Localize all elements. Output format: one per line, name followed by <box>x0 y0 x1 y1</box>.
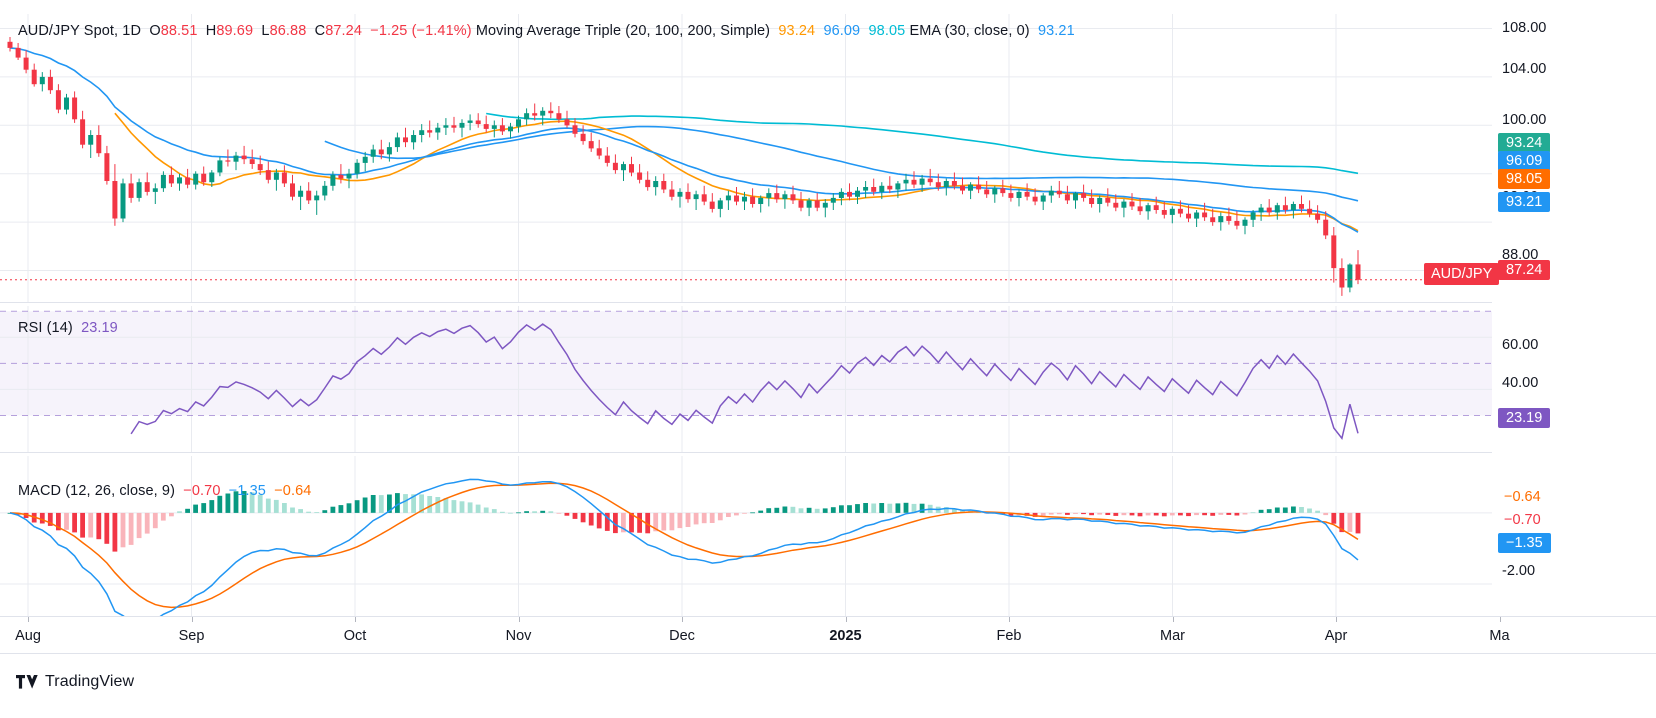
ema30-price-badge: 93.21 <box>1498 192 1551 212</box>
ma-legend-row[interactable]: Moving Average Triple (20, 100, 200, Sim… <box>476 23 910 39</box>
rsi-tick-40: 40.00 <box>1502 375 1539 391</box>
macd-signal-value: −1.35 <box>228 483 266 499</box>
pane-divider-price-rsi <box>0 302 1492 303</box>
price-tick-100: 100.00 <box>1502 112 1547 128</box>
symbol-interval: 1D <box>122 23 142 39</box>
ohlc-o-label: O <box>149 23 161 39</box>
ema-legend-row[interactable]: EMA (30, close, 0) 93.21 <box>909 23 1074 39</box>
time-tick <box>845 617 847 622</box>
ma20-value: 93.24 <box>778 23 816 39</box>
price-change-percent: (−1.41%) <box>411 23 472 39</box>
rsi-chart-canvas <box>0 306 1492 452</box>
time-label-oct: Oct <box>343 628 367 644</box>
ma100-price-badge: 96.09 <box>1498 151 1551 171</box>
ohlc-c-value: 87.24 <box>325 23 363 39</box>
time-label-2025: 2025 <box>829 628 862 644</box>
last-price-badge: 87.24 <box>1498 260 1551 280</box>
rsi-title: RSI (14) <box>18 320 73 336</box>
macd-signal-badge: −1.35 <box>1498 533 1551 553</box>
time-tick <box>1172 617 1174 622</box>
ohlc-l-value: 86.88 <box>269 23 307 39</box>
pane-divider-rsi-macd <box>0 452 1492 453</box>
ma20-price-badge: 98.05 <box>1498 169 1551 189</box>
time-label-dec: Dec <box>669 628 695 644</box>
time-scale[interactable]: Aug Sep Oct Nov Dec 2025 Feb Mar Apr Ma <box>0 616 1656 654</box>
tradingview-label: TradingView <box>45 673 135 690</box>
price-pane[interactable] <box>0 14 1492 302</box>
time-label-nov: Nov <box>505 628 532 644</box>
price-tick-104: 104.00 <box>1502 61 1547 77</box>
ma-title: Moving Average Triple (20, 100, 200, Sim… <box>475 23 771 39</box>
time-tick <box>1336 617 1337 622</box>
price-legend: AUD/JPY Spot, 1D O88.51 H89.69 L86.88 C8… <box>18 22 1075 41</box>
macd-pane[interactable] <box>0 456 1492 616</box>
ohlc-h-label: H <box>205 23 217 39</box>
macd-title: MACD (12, 26, close, 9) <box>18 483 176 499</box>
macd-hist-value: −0.64 <box>274 483 312 499</box>
price-tick-88: 88.00 <box>1502 247 1539 263</box>
time-tick <box>1499 617 1501 622</box>
rsi-pane[interactable] <box>0 306 1492 452</box>
ohlc-l-label: L <box>261 23 270 39</box>
time-label-feb: Feb <box>996 628 1022 644</box>
macd-tick-minus2: -2.00 <box>1502 563 1536 579</box>
symbol-name: AUD/JPY Spot <box>18 23 115 39</box>
time-tick <box>682 617 683 622</box>
ohlc-h-value: 89.69 <box>216 23 254 39</box>
ma200-price-badge: 93.24 <box>1498 133 1551 153</box>
ohlc-c-label: C <box>314 23 326 39</box>
time-tick <box>191 617 193 622</box>
time-label-sep: Sep <box>178 628 205 644</box>
time-tick <box>355 617 356 622</box>
ema-title: EMA (30, close, 0) <box>909 23 1030 39</box>
rsi-legend[interactable]: RSI (14) 23.19 <box>18 319 118 338</box>
time-label-ma: Ma <box>1489 628 1510 644</box>
ohlc-o-value: 88.51 <box>160 23 198 39</box>
ma200-value: 98.05 <box>868 23 906 39</box>
time-tick <box>1009 617 1010 622</box>
rsi-value-badge: 23.19 <box>1498 408 1551 428</box>
macd-hist-badge: −0.64 <box>1498 487 1547 507</box>
rsi-tick-60: 60.00 <box>1502 337 1539 353</box>
time-tick <box>518 617 520 622</box>
time-label-apr: Apr <box>1324 628 1348 644</box>
price-change: −1.25 <box>370 23 408 39</box>
symbol-price-line-tag: AUD/JPY <box>1424 263 1500 285</box>
macd-line-badge: −0.70 <box>1498 510 1547 530</box>
tradingview-branding: TradingView <box>16 673 134 691</box>
time-label-aug: Aug <box>15 628 41 644</box>
macd-chart-canvas <box>0 456 1492 616</box>
rsi-value: 23.19 <box>81 320 118 336</box>
ema-value: 93.21 <box>1037 23 1075 39</box>
price-tick-108: 108.00 <box>1502 20 1547 36</box>
price-chart-canvas <box>0 14 1492 302</box>
price-scale[interactable]: 108.00 104.00 100.00 92.00 88.00 93.24 9… <box>1492 0 1656 616</box>
macd-value: −0.70 <box>183 483 221 499</box>
symbol-legend-row[interactable]: AUD/JPY Spot, 1D O88.51 H89.69 L86.88 C8… <box>18 23 472 39</box>
macd-legend[interactable]: MACD (12, 26, close, 9) −0.70 −1.35 −0.6… <box>18 482 311 501</box>
tradingview-logo-icon <box>16 675 38 689</box>
ma100-value: 96.09 <box>823 23 861 39</box>
time-tick <box>28 617 29 622</box>
time-label-mar: Mar <box>1160 628 1185 644</box>
